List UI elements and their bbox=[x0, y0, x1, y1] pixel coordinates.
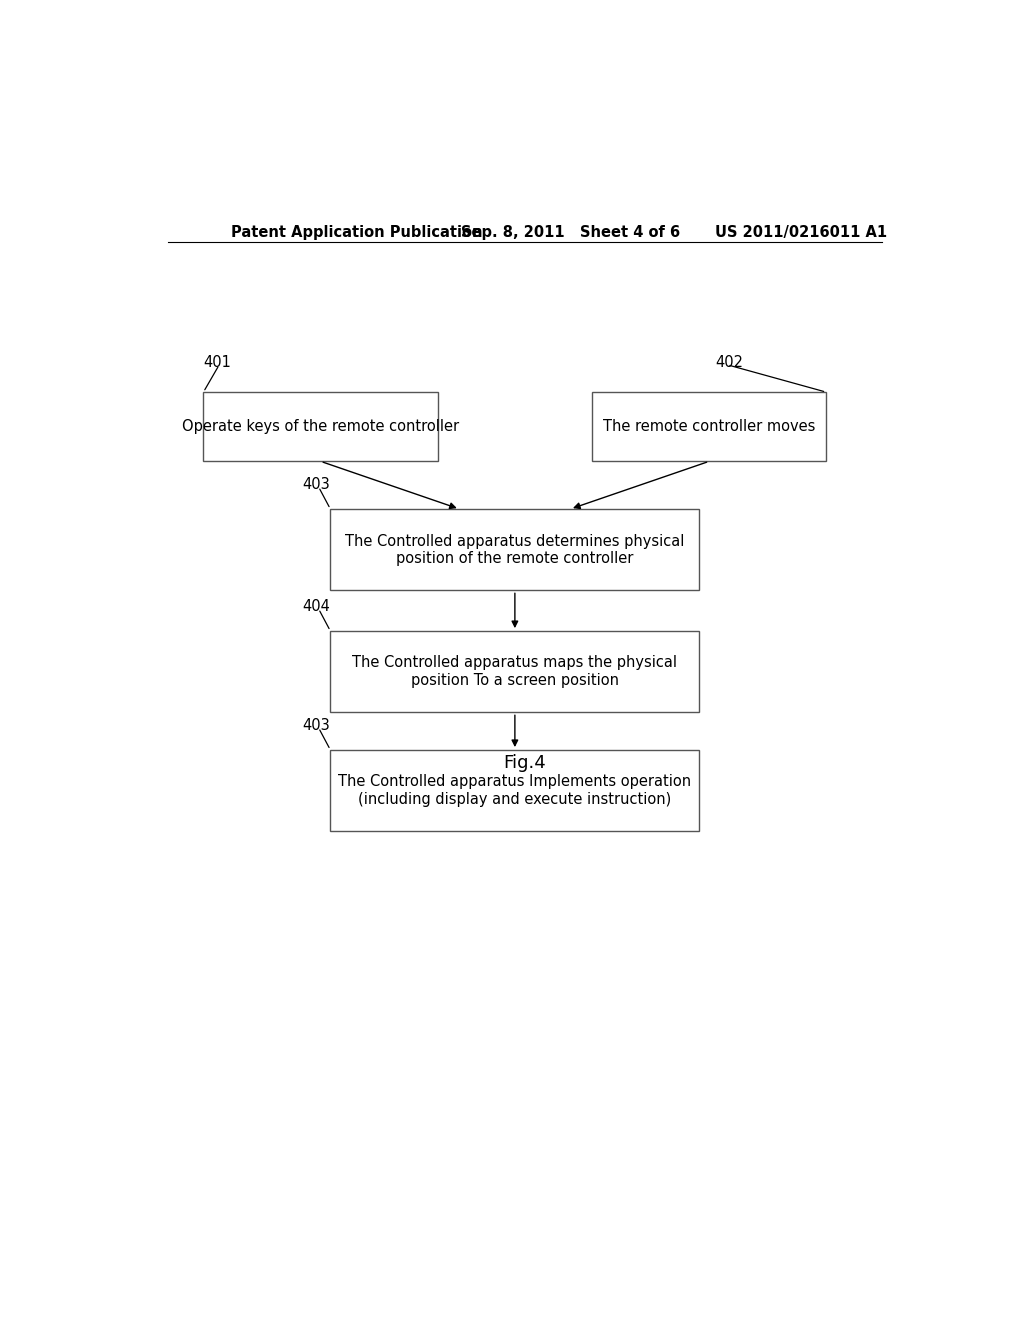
Bar bbox=[592, 392, 826, 461]
Text: The Controlled apparatus maps the physical
position To a screen position: The Controlled apparatus maps the physic… bbox=[352, 656, 678, 688]
Bar bbox=[331, 631, 699, 713]
Bar bbox=[204, 392, 437, 461]
Text: Operate keys of the remote controller: Operate keys of the remote controller bbox=[182, 420, 459, 434]
Text: 401: 401 bbox=[204, 355, 231, 370]
Text: Patent Application Publication: Patent Application Publication bbox=[231, 226, 482, 240]
Text: The remote controller moves: The remote controller moves bbox=[603, 420, 815, 434]
Text: US 2011/0216011 A1: US 2011/0216011 A1 bbox=[715, 226, 888, 240]
Bar bbox=[331, 510, 699, 590]
Text: 403: 403 bbox=[303, 477, 331, 492]
Text: 402: 402 bbox=[715, 355, 743, 370]
Text: 404: 404 bbox=[303, 599, 331, 614]
Bar bbox=[331, 750, 699, 832]
Text: The Controlled apparatus Implements operation
(including display and execute ins: The Controlled apparatus Implements oper… bbox=[338, 775, 691, 807]
Text: 403: 403 bbox=[303, 718, 331, 733]
Text: The Controlled apparatus determines physical
position of the remote controller: The Controlled apparatus determines phys… bbox=[345, 533, 685, 566]
Text: Sep. 8, 2011   Sheet 4 of 6: Sep. 8, 2011 Sheet 4 of 6 bbox=[461, 226, 680, 240]
Text: Fig.4: Fig.4 bbox=[504, 754, 546, 772]
